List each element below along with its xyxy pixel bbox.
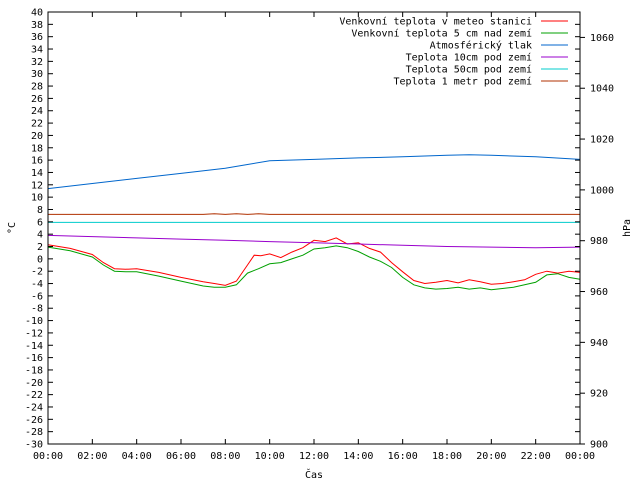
legend-label: Teplota 1 metr pod zemí <box>394 76 532 88</box>
y-left-tick-label: -4 <box>31 279 43 290</box>
legend: Venkovní teplota v meteo staniciVenkovní… <box>339 16 568 88</box>
y-left-tick-label: 12 <box>31 180 43 191</box>
series-layer <box>47 154 581 291</box>
x-axis-label: Čas <box>305 468 323 480</box>
y-left-tick-label: -10 <box>25 316 43 327</box>
y-left-tick-label: -26 <box>25 415 43 426</box>
y-right-tick-label: 900 <box>590 440 608 451</box>
y-left-tick-label: 38 <box>31 20 43 31</box>
x-tick-label: 20:00 <box>476 451 506 462</box>
y-left-tick-label: -28 <box>25 427 43 438</box>
y-axis-left-label: °C <box>7 222 18 234</box>
x-tick-label: 10:00 <box>255 451 285 462</box>
ticks-layer: 4038363432302826242220181614121086420-2-… <box>25 8 614 463</box>
y-left-tick-label: -6 <box>31 291 43 302</box>
legend-label: Teplota 10cm pod zemí <box>406 52 532 64</box>
y-left-tick-label: 10 <box>31 193 43 204</box>
y-right-tick-label: 1060 <box>590 33 614 44</box>
y-left-tick-label: -14 <box>25 341 43 352</box>
y-right-tick-label: 940 <box>590 338 608 349</box>
y-left-tick-label: -8 <box>31 304 43 315</box>
y-left-tick-label: 2 <box>37 242 43 253</box>
y-left-tick-label: 18 <box>31 143 43 154</box>
y-left-tick-label: -18 <box>25 365 43 376</box>
y-axis-right-label: hPa <box>622 219 633 237</box>
y-left-tick-label: 4 <box>37 230 43 241</box>
series-line-5 <box>48 213 580 215</box>
y-left-tick-label: -2 <box>31 267 43 278</box>
y-left-tick-label: 24 <box>31 106 43 117</box>
y-left-tick-label: 34 <box>31 45 43 56</box>
y-left-tick-label: -20 <box>25 378 43 389</box>
y-right-tick-label: 960 <box>590 287 608 298</box>
y-left-tick-label: 14 <box>31 168 43 179</box>
y-right-tick-label: 1040 <box>590 84 614 95</box>
y-right-tick-label: 1020 <box>590 135 614 146</box>
y-left-tick-label: -22 <box>25 390 43 401</box>
x-tick-label: 00:00 <box>565 451 595 462</box>
x-tick-label: 22:00 <box>521 451 551 462</box>
y-left-tick-label: -16 <box>25 353 43 364</box>
y-left-tick-label: -30 <box>25 440 43 451</box>
y-left-tick-label: 22 <box>31 119 43 130</box>
x-tick-label: 14:00 <box>343 451 373 462</box>
legend-label: Venkovní teplota 5 cm nad zemí <box>351 28 532 40</box>
y-left-tick-label: 28 <box>31 82 43 93</box>
legend-label: Teplota 50cm pod zemí <box>406 64 532 76</box>
y-right-tick-label: 920 <box>590 389 608 400</box>
x-tick-label: 18:00 <box>432 451 462 462</box>
legend-label: Atmosférický tlak <box>430 40 532 52</box>
legend-label: Venkovní teplota v meteo stanici <box>339 16 532 28</box>
y-right-tick-label: 980 <box>590 236 608 247</box>
y-right-tick-label: 1000 <box>590 185 614 196</box>
x-tick-label: 12:00 <box>299 451 329 462</box>
series-line-2 <box>47 154 581 190</box>
y-left-tick-label: 40 <box>31 8 43 19</box>
y-left-tick-label: 32 <box>31 57 43 68</box>
y-left-tick-label: -12 <box>25 328 43 339</box>
series-line-1 <box>47 245 581 291</box>
x-tick-label: 08:00 <box>210 451 240 462</box>
y-left-tick-label: 36 <box>31 32 43 43</box>
x-tick-label: 02:00 <box>77 451 107 462</box>
series-line-0 <box>47 237 581 286</box>
y-left-tick-label: 30 <box>31 69 43 80</box>
x-tick-label: 16:00 <box>388 451 418 462</box>
y-left-tick-label: 16 <box>31 156 43 167</box>
y-left-tick-label: 26 <box>31 94 43 105</box>
x-tick-label: 04:00 <box>122 451 152 462</box>
x-tick-label: 06:00 <box>166 451 196 462</box>
y-left-tick-label: 8 <box>37 205 43 216</box>
y-left-tick-label: -24 <box>25 402 43 413</box>
y-left-tick-label: 0 <box>37 254 43 265</box>
x-tick-label: 00:00 <box>33 451 63 462</box>
y-left-tick-label: 6 <box>37 217 43 228</box>
series-line-3 <box>47 234 581 249</box>
y-left-tick-label: 20 <box>31 131 43 142</box>
